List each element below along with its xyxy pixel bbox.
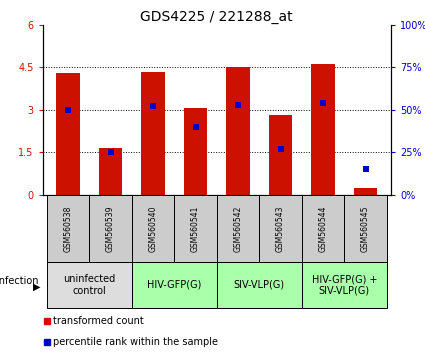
Bar <box>99 148 122 195</box>
Text: HIV-GFP(G): HIV-GFP(G) <box>147 280 201 290</box>
Bar <box>259 195 302 262</box>
Bar <box>302 195 344 262</box>
Bar <box>89 195 132 262</box>
Text: GSM560540: GSM560540 <box>148 205 158 252</box>
Bar <box>269 115 292 195</box>
Bar <box>217 262 302 308</box>
Text: GSM560544: GSM560544 <box>318 205 328 252</box>
Bar <box>132 195 174 262</box>
Bar <box>47 195 89 262</box>
Bar <box>344 195 387 262</box>
Text: uninfected
control: uninfected control <box>63 274 115 296</box>
Text: infection: infection <box>0 276 38 286</box>
Bar <box>354 188 377 195</box>
Text: GSM560541: GSM560541 <box>191 205 200 252</box>
Bar <box>47 262 132 308</box>
Bar <box>217 195 259 262</box>
Bar <box>311 64 335 195</box>
Text: GSM560538: GSM560538 <box>63 205 73 252</box>
Text: GSM560545: GSM560545 <box>361 205 370 252</box>
Text: GSM560543: GSM560543 <box>276 205 285 252</box>
Bar <box>132 262 217 308</box>
Bar <box>174 195 217 262</box>
Text: HIV-GFP(G) +
SIV-VLP(G): HIV-GFP(G) + SIV-VLP(G) <box>312 274 377 296</box>
Bar <box>226 67 249 195</box>
Text: percentile rank within the sample: percentile rank within the sample <box>53 337 218 347</box>
Text: ▶: ▶ <box>33 282 40 292</box>
Bar <box>56 73 79 195</box>
Text: GSM560539: GSM560539 <box>106 205 115 252</box>
Text: SIV-VLP(G): SIV-VLP(G) <box>234 280 285 290</box>
Bar <box>184 108 207 195</box>
Text: transformed count: transformed count <box>53 316 144 326</box>
Text: GSM560542: GSM560542 <box>233 205 243 252</box>
Title: GDS4225 / 221288_at: GDS4225 / 221288_at <box>140 10 293 24</box>
Bar <box>141 72 164 195</box>
Bar <box>302 262 387 308</box>
